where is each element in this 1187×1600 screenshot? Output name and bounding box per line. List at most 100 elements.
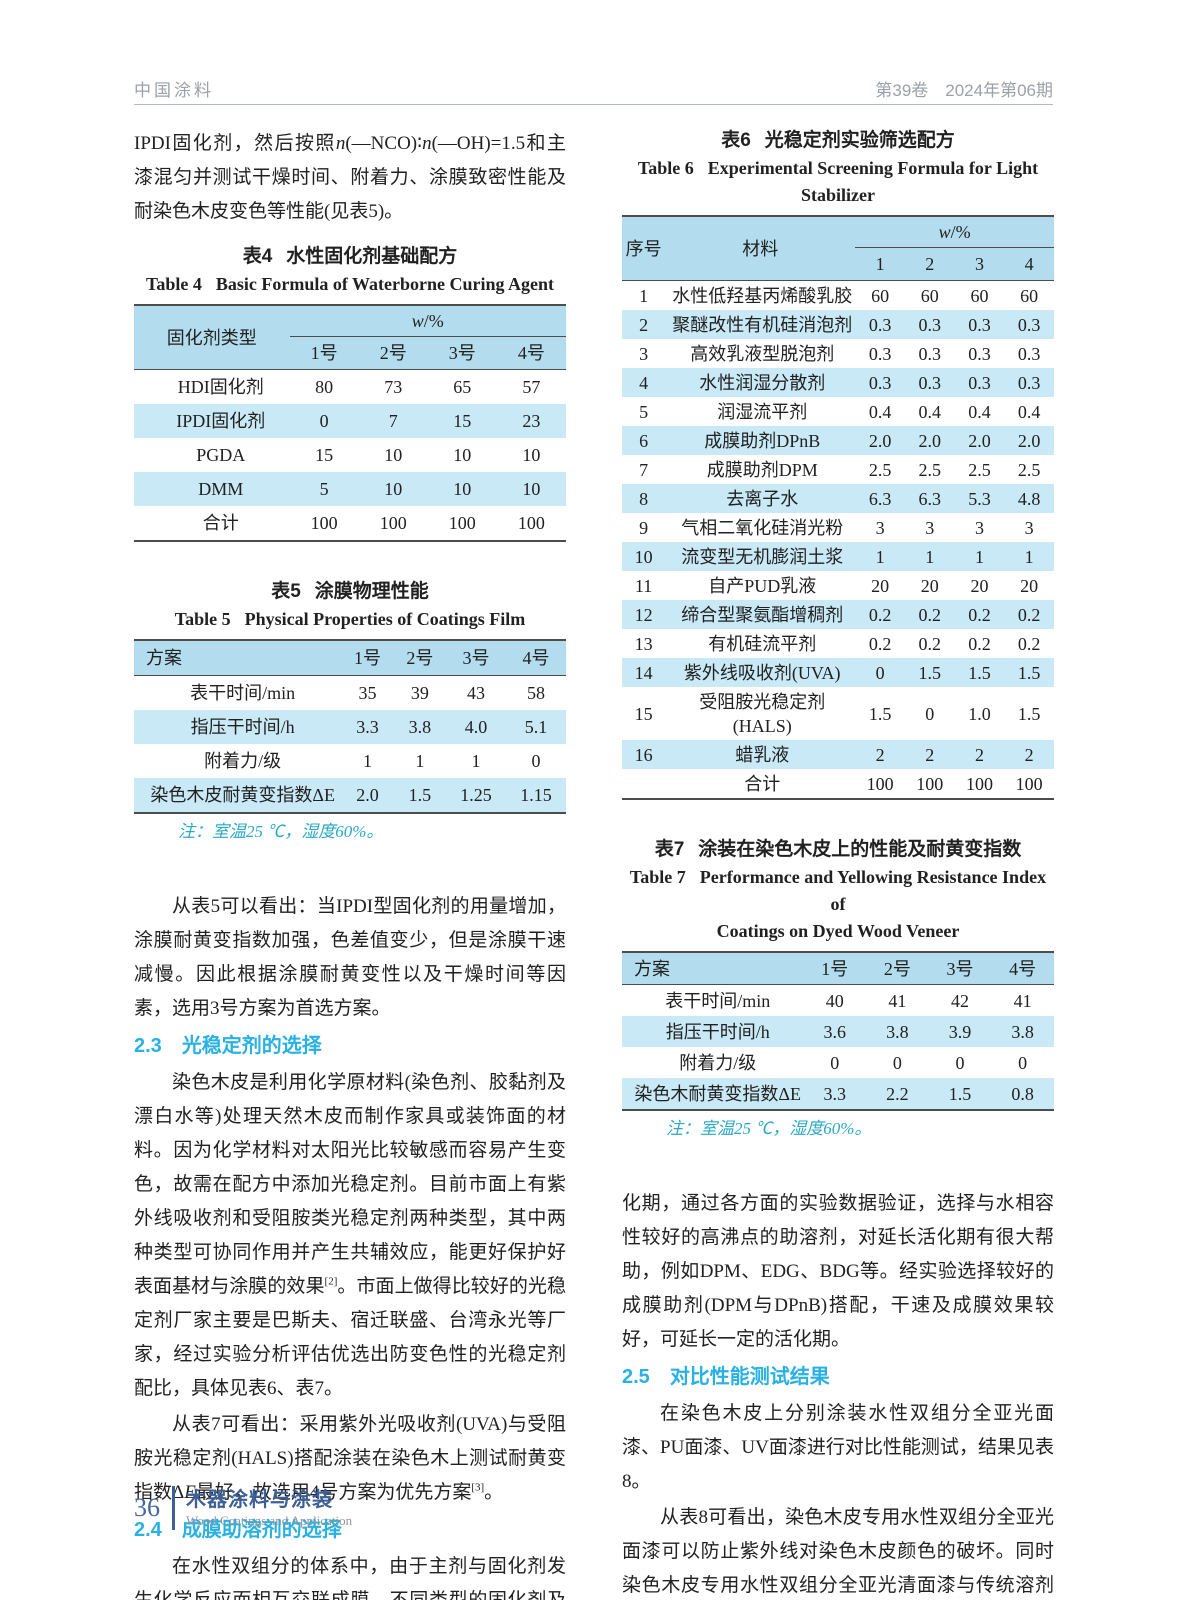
column-header: 3 xyxy=(954,247,1005,281)
cell-value: 5.1 xyxy=(524,717,548,737)
cell-value: 3 xyxy=(974,517,984,538)
cell-value: 0.2 xyxy=(968,633,991,654)
cell-value: 0.4 xyxy=(968,401,991,422)
cell-value: 20 xyxy=(920,575,939,596)
row-label: DMM xyxy=(198,479,244,499)
row-label: HDI固化剂 xyxy=(177,377,264,397)
row-label: 合计 xyxy=(202,513,239,533)
table-row: 染色木皮耐黄变指数ΔE 2.0 1.5 1.25 1.15 xyxy=(134,778,566,813)
table-row: 6 成膜助剂DPnB 2.0 2.0 2.0 2.0 xyxy=(622,426,1054,455)
row-label: 润湿流平剂 xyxy=(717,401,808,422)
cell-value: 73 xyxy=(384,377,403,397)
cell-value: 0.2 xyxy=(918,633,942,654)
table-row: 染色木耐黄变指数ΔE 3.3 2.2 1.5 0.8 xyxy=(622,1078,1054,1110)
cell-value: 60 xyxy=(1020,285,1039,306)
row-number: 3 xyxy=(639,343,649,364)
cell-value: 7 xyxy=(388,411,398,431)
cell-value: 3.3 xyxy=(823,1083,847,1104)
table-row: PGDA 15 10 10 10 xyxy=(134,438,566,472)
table-row: 13 有机硅流平剂 0.2 0.2 0.2 0.2 xyxy=(622,629,1054,658)
cell-value: 4.0 xyxy=(464,717,488,737)
table-row: 附着力/级 1 1 1 0 xyxy=(134,744,566,778)
paragraph: 化期，通过各方面的实验数据验证，选择与水相容性较好的高沸点的助溶剂，对延长活化期… xyxy=(622,1193,1054,1350)
cell-value: 1.5 xyxy=(408,785,432,805)
cell-value: 3.6 xyxy=(823,1021,847,1042)
row-number: 7 xyxy=(639,459,649,480)
cell-value: 0.3 xyxy=(968,314,991,335)
cell-value: 65 xyxy=(453,377,472,397)
row-label: 有机硅流平剂 xyxy=(708,633,817,654)
footer-journal-block: 木器涂料与涂装 Wood Coatings and Application xyxy=(186,1488,352,1529)
row-label: 气相二氧化硅消光粉 xyxy=(681,517,844,538)
cell-value: 42 xyxy=(951,990,970,1011)
cell-value: 0.3 xyxy=(918,314,942,335)
issue-info: 第39卷 2024年第06期 xyxy=(875,81,1053,100)
row-label: 成膜助剂DPM xyxy=(706,459,818,480)
cell-value: 60 xyxy=(970,285,989,306)
cell-value: 2.0 xyxy=(356,785,379,805)
cell-value: 0.4 xyxy=(918,401,942,422)
row-label: 蜡乳液 xyxy=(735,744,790,765)
cell-value: 0.3 xyxy=(868,343,892,364)
column-header: 2号 xyxy=(393,640,447,676)
cell-value: 0.3 xyxy=(968,372,991,393)
cell-value: 10 xyxy=(453,479,472,499)
cell-value: 0 xyxy=(875,662,885,683)
cell-value: 1 xyxy=(363,751,373,771)
cell-value: 1.5 xyxy=(1017,703,1041,724)
cell-value: 6.3 xyxy=(918,488,942,509)
row-number: 8 xyxy=(639,488,649,509)
table7-caption-en-line1: Table 7 Performance and Yellowing Resista… xyxy=(629,867,1047,914)
column-header: 2 xyxy=(904,247,955,281)
table4: 固化剂类型 w/% 1号 2号 3号 4号 HDI固化剂 xyxy=(134,304,566,542)
cell-value: 2.0 xyxy=(918,430,942,451)
table-row: 指压干时间/h 3.6 3.8 3.9 3.8 xyxy=(622,1016,1054,1047)
cell-value: 0 xyxy=(531,751,541,771)
row-label: 表干时间/min xyxy=(190,683,296,703)
cell-value: 0.3 xyxy=(1017,343,1041,364)
cell-value: 3 xyxy=(925,517,935,538)
cell-value: 0.3 xyxy=(1017,314,1041,335)
cell-value: 1 xyxy=(415,751,425,771)
row-number xyxy=(622,769,665,799)
cell-value: 3 xyxy=(875,517,885,538)
header-rule xyxy=(134,104,1053,105)
table6-material-header: 材料 xyxy=(665,216,856,281)
row-label: 去离子水 xyxy=(726,488,799,509)
row-number: 10 xyxy=(634,546,653,567)
cell-value: 0.3 xyxy=(918,372,942,393)
cell-value: 1 xyxy=(1024,546,1034,567)
cell-value: 0 xyxy=(955,1052,965,1073)
cell-value: 60 xyxy=(871,285,890,306)
cell-value: 0.2 xyxy=(968,604,991,625)
footer-divider xyxy=(172,1486,175,1530)
page-header: 中国涂料 第39卷 2024年第06期 xyxy=(134,76,1053,101)
cell-value: 0 xyxy=(1018,1052,1028,1073)
cell-value: 0.3 xyxy=(868,372,892,393)
cell-value: 1.5 xyxy=(868,703,892,724)
table-row: 3 高效乳液型脱泡剂 0.3 0.3 0.3 0.3 xyxy=(622,339,1054,368)
column-header: 3号 xyxy=(446,640,507,676)
cell-value: 0.3 xyxy=(918,343,942,364)
cell-value: 100 xyxy=(517,513,545,533)
cell-value: 100 xyxy=(916,773,944,794)
table-row: 10 流变型无机膨润土浆 1 1 1 1 xyxy=(622,542,1054,571)
cell-value: 2 xyxy=(875,744,885,765)
cell-value: 10 xyxy=(384,445,403,465)
column-header: 3号 xyxy=(427,336,497,370)
table5-note: 注：室温25 ℃，湿度60%。 xyxy=(178,822,384,841)
table4-group-header: w/% xyxy=(289,305,566,337)
column-header: 3号 xyxy=(928,952,992,985)
row-label: 流变型无机膨润土浆 xyxy=(681,546,844,567)
cell-value: 1.25 xyxy=(460,785,492,805)
table-row: 12 缔合型聚氨酯增稠剂 0.2 0.2 0.2 0.2 xyxy=(622,600,1054,629)
column-header: 方案 xyxy=(622,952,804,985)
cell-value: 80 xyxy=(315,377,334,397)
row-label: 水性低羟基丙烯酸乳胶 xyxy=(672,285,853,306)
row-number: 16 xyxy=(634,744,653,765)
cell-value: 2.0 xyxy=(968,430,991,451)
cell-value: 100 xyxy=(1015,773,1043,794)
cell-value: 0.4 xyxy=(868,401,892,422)
row-label: 指压干时间/h xyxy=(665,1021,770,1042)
